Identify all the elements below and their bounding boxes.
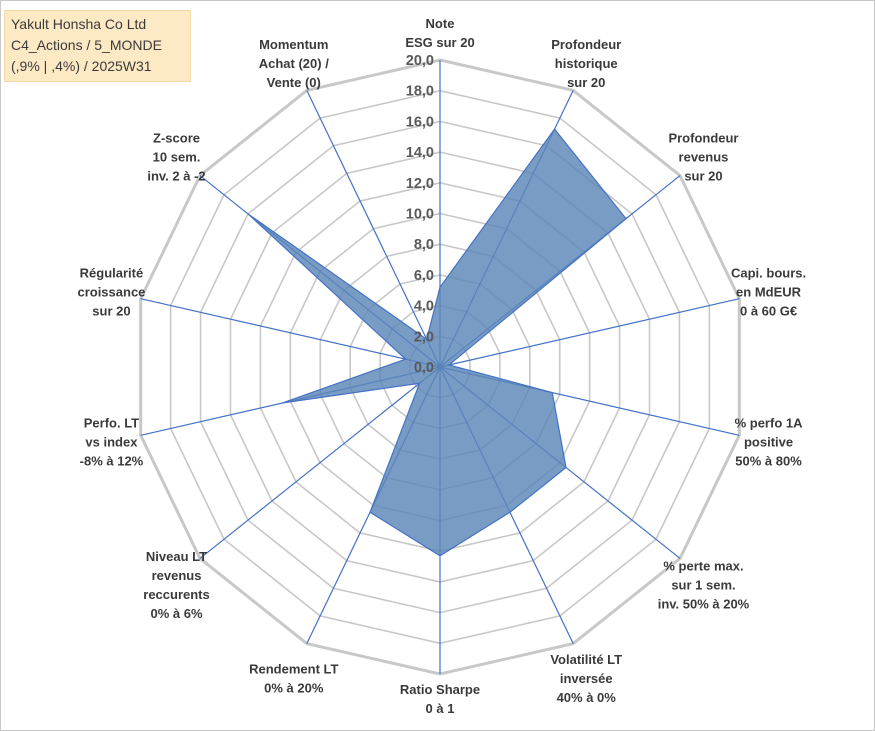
title-line-1: Yakult Honsha Co Ltd: [11, 16, 147, 32]
axis-label-line: Z-score: [153, 130, 200, 145]
axis-label: Volatilité LT inversée 40% à 0%: [550, 652, 622, 705]
axis-label-line: Profondeur: [551, 37, 621, 52]
axis-label: Rendement LT 0% à 20%: [249, 662, 338, 696]
axis-label-line: Volatilité LT: [550, 652, 622, 667]
title-line-3: (,9% | ,4%) / 2025W31: [11, 58, 152, 74]
series-area: [247, 128, 627, 557]
axis-label-line: sur 20: [92, 304, 130, 319]
axis-label-line: Perfo. LT: [84, 415, 139, 430]
axis-spoke: [306, 90, 441, 368]
tick-label: 18,0: [406, 84, 434, 100]
axis-label: Ratio Sharpe 0 à 1: [400, 682, 480, 716]
axis-label-line: Profondeur: [668, 130, 738, 145]
axis-label-line: Capi. bours.: [731, 266, 806, 281]
axis-label: Capi. bours. en MdEUR 0 à 60 G€: [731, 266, 806, 319]
axis-label-line: revenus: [679, 149, 729, 164]
axis-label-line: 0% à 20%: [264, 681, 324, 696]
axis-spoke: [199, 366, 441, 559]
tick-label: 14,0: [406, 145, 434, 161]
axis-label-line: en MdEUR: [736, 285, 802, 300]
axis-label-line: sur 1 sem.: [671, 578, 735, 593]
axis-label-line: sur 20: [684, 168, 722, 183]
axis-label-line: Vente (0): [267, 75, 321, 90]
tick-label: 0,0: [414, 360, 434, 376]
tick-label: 10,0: [406, 207, 434, 223]
tick-label: 4,0: [414, 299, 434, 315]
axis-label: Profondeur revenus sur 20: [668, 130, 738, 183]
axis-label: Régularité croissance sur 20: [77, 266, 145, 319]
axis-label: % perte max. sur 1 sem. inv. 50% à 20%: [658, 559, 750, 612]
axis-label-line: reccurents: [143, 587, 209, 602]
axis-label-line: Niveau LT: [146, 549, 207, 564]
axis-label-line: 10 sem.: [153, 149, 201, 164]
axis-label: Z-score 10 sem. inv. 2 à -2: [147, 130, 205, 183]
axis-label: Note ESG sur 20: [405, 16, 474, 50]
axis-label-line: revenus: [152, 568, 202, 583]
axis-label-line: inversée: [560, 671, 613, 686]
axis-label-line: 40% à 0%: [557, 690, 617, 705]
tick-label: 20,0: [406, 53, 434, 69]
axis-label-line: Rendement LT: [249, 662, 338, 677]
title-line-2: C4_Actions / 5_MONDE: [11, 37, 162, 53]
radar-series: [247, 128, 627, 557]
axis-label: Perfo. LT vs index -8% à 12%: [80, 415, 144, 468]
tick-label: 12,0: [406, 176, 434, 192]
axis-label-line: inv. 50% à 20%: [658, 597, 750, 612]
axis-label-line: 50% à 80%: [735, 453, 802, 468]
axis-spoke: [439, 298, 740, 368]
axis-label-line: % perfo 1A: [735, 415, 804, 430]
axis-label-line: inv. 2 à -2: [147, 168, 205, 183]
axis-label-line: Achat (20) /: [259, 56, 329, 71]
radar-axis-labels: Note ESG sur 20 Profondeur historique sur 20…: [77, 16, 806, 716]
tick-label: 2,0: [414, 329, 434, 345]
axis-label-line: Ratio Sharpe: [400, 682, 480, 697]
axis-label: Niveau LT revenus reccurents 0% à 6%: [143, 549, 209, 621]
axis-label-line: sur 20: [567, 75, 605, 90]
axis-label-line: vs index: [85, 434, 138, 449]
axis-label-line: ESG sur 20: [405, 35, 474, 50]
chart-title-box: Yakult Honsha Co Ltd C4_Actions / 5_MOND…: [4, 10, 191, 82]
axis-label-line: -8% à 12%: [80, 453, 144, 468]
axis-label-line: 0% à 6%: [150, 606, 202, 621]
axis-label-line: Note: [426, 16, 455, 31]
axis-label-line: % perte max.: [663, 559, 743, 574]
axis-label-line: historique: [555, 56, 618, 71]
radar-tick-labels: 0,0 2,0 4,0 6,0 8,0 10,0 12,0 14,0 16,0 18,0 20,0: [406, 53, 434, 376]
tick-label: 8,0: [414, 237, 434, 253]
tick-label: 6,0: [414, 268, 434, 284]
axis-label: % perfo 1A positive 50% à 80%: [735, 415, 804, 468]
axis-label-line: positive: [744, 434, 793, 449]
axis-label-line: 0 à 1: [426, 701, 455, 716]
tick-label: 16,0: [406, 114, 434, 130]
axis-label-line: 0 à 60 G€: [740, 304, 797, 319]
axis-label-line: Régularité: [80, 266, 144, 281]
axis-label-line: croissance: [77, 285, 145, 300]
axis-label: Profondeur historique sur 20: [551, 37, 621, 90]
axis-label: Momentum Achat (20) / Vente (0): [259, 37, 329, 90]
axis-label-line: Momentum: [259, 37, 328, 52]
axis-spoke: [140, 298, 441, 368]
